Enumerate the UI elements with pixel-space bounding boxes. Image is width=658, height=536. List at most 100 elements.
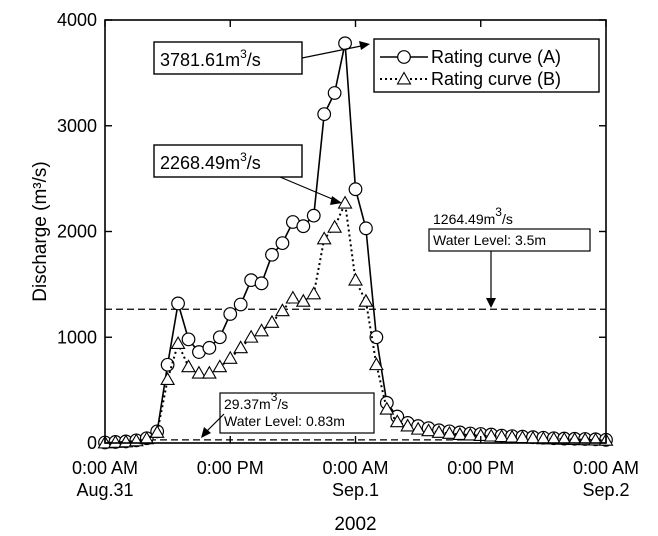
y-tick-label: 2000 — [57, 222, 97, 242]
data-point — [588, 432, 604, 446]
data-point — [483, 428, 499, 442]
data-point — [265, 247, 279, 262]
legend-box — [373, 38, 600, 93]
x-tick-label: Sep.2 — [582, 480, 629, 500]
data-point — [264, 314, 280, 328]
data-point — [504, 429, 520, 443]
data-point — [233, 340, 249, 354]
data-point — [567, 432, 583, 446]
data-point — [368, 357, 384, 371]
data-point — [160, 371, 176, 385]
data-point — [327, 219, 343, 233]
data-point — [410, 421, 426, 435]
data-point — [171, 296, 185, 311]
data-point — [160, 357, 175, 372]
data-point — [306, 286, 322, 300]
data-point — [191, 365, 207, 379]
data-point — [577, 432, 593, 446]
data-point — [243, 329, 259, 343]
reference-lines-layer — [105, 308, 606, 441]
data-point — [316, 231, 332, 245]
data-point — [275, 236, 290, 251]
data-point — [452, 426, 468, 440]
data-point — [337, 195, 353, 209]
data-point — [306, 208, 321, 223]
annotation-box — [219, 392, 375, 434]
annotation-box — [153, 144, 303, 178]
legend: Rating curve (A)Rating curve (B) — [373, 38, 600, 93]
x-axis-title: 2002 — [334, 514, 376, 535]
legend-marker — [396, 71, 412, 85]
x-tick-label: Aug.31 — [76, 480, 133, 500]
legend-label-1: Rating curve (B) — [431, 69, 561, 89]
y-tick-label: 0 — [87, 433, 97, 453]
data-point — [389, 414, 405, 428]
annotation-arrowhead — [201, 427, 211, 438]
data-point — [431, 424, 447, 438]
x-tick-label: 0:00 PM — [447, 458, 514, 478]
data-point — [327, 86, 342, 100]
data-point — [295, 293, 311, 307]
data-point — [223, 307, 238, 321]
legend-marker — [397, 50, 411, 64]
x-tick-label: 0:00 AM — [322, 458, 388, 478]
data-point — [317, 107, 332, 122]
data-point — [379, 401, 395, 415]
data-point — [462, 427, 478, 441]
data-point — [202, 340, 217, 355]
data-point — [118, 434, 134, 448]
data-point — [254, 276, 269, 291]
annotation-arrow — [279, 176, 338, 202]
legend-label-0: Rating curve (A) — [431, 47, 561, 67]
annotation-ref-high-level: Water Level: 3.5m — [433, 232, 546, 248]
annotation-box — [153, 41, 303, 75]
y-tick-label: 1000 — [57, 327, 97, 347]
data-point — [494, 429, 510, 443]
annotation-ref-low-level: Water Level: 0.83m — [224, 413, 345, 429]
y-tick-label: 4000 — [57, 10, 97, 30]
data-point — [359, 221, 373, 236]
data-point — [338, 36, 352, 51]
data-point — [348, 272, 363, 286]
data-point — [358, 293, 374, 307]
data-point — [212, 359, 228, 373]
y-tick-label: 3000 — [57, 116, 97, 136]
data-point — [201, 365, 217, 379]
data-point — [181, 359, 196, 373]
data-point — [556, 431, 572, 445]
annotation-arrowhead — [486, 298, 496, 308]
data-point — [296, 219, 311, 234]
data-point — [254, 323, 270, 337]
data-point — [222, 350, 238, 364]
annotation-arrowhead — [330, 196, 342, 205]
data-point — [369, 330, 384, 345]
y-axis-title: Discharge (m³/s) — [30, 161, 51, 301]
data-point — [274, 303, 290, 317]
data-point — [170, 335, 186, 350]
annotation-ref-high-value: 1264.49m3/s — [433, 205, 513, 227]
data-point — [348, 182, 363, 197]
data-point — [107, 434, 123, 448]
data-point — [181, 332, 196, 347]
x-tick-label: 0:00 PM — [197, 458, 264, 478]
data-point — [421, 423, 437, 437]
data-point — [149, 424, 165, 438]
data-point — [285, 290, 301, 304]
x-tick-label: 0:00 AM — [573, 458, 639, 478]
annotation-arrow — [301, 44, 367, 59]
x-tick-label: Sep.1 — [332, 480, 379, 500]
annotation-peak-a: 3781.61m3/s — [160, 47, 261, 70]
annotation-ref-low-value: 29.37m3/s — [224, 390, 288, 412]
annotation-box — [428, 228, 591, 252]
data-point — [233, 297, 248, 312]
data-point — [212, 330, 227, 345]
data-point — [441, 425, 457, 439]
data-point — [546, 431, 562, 445]
data-point — [400, 418, 416, 432]
annotation-arrowhead — [359, 41, 370, 50]
x-tick-label: 0:00 AM — [72, 458, 138, 478]
annotations-layer: 3781.61m3/s 2268.49m3/s 1264.49m3/s Water L… — [153, 41, 591, 438]
annotation-arrow — [204, 413, 225, 434]
